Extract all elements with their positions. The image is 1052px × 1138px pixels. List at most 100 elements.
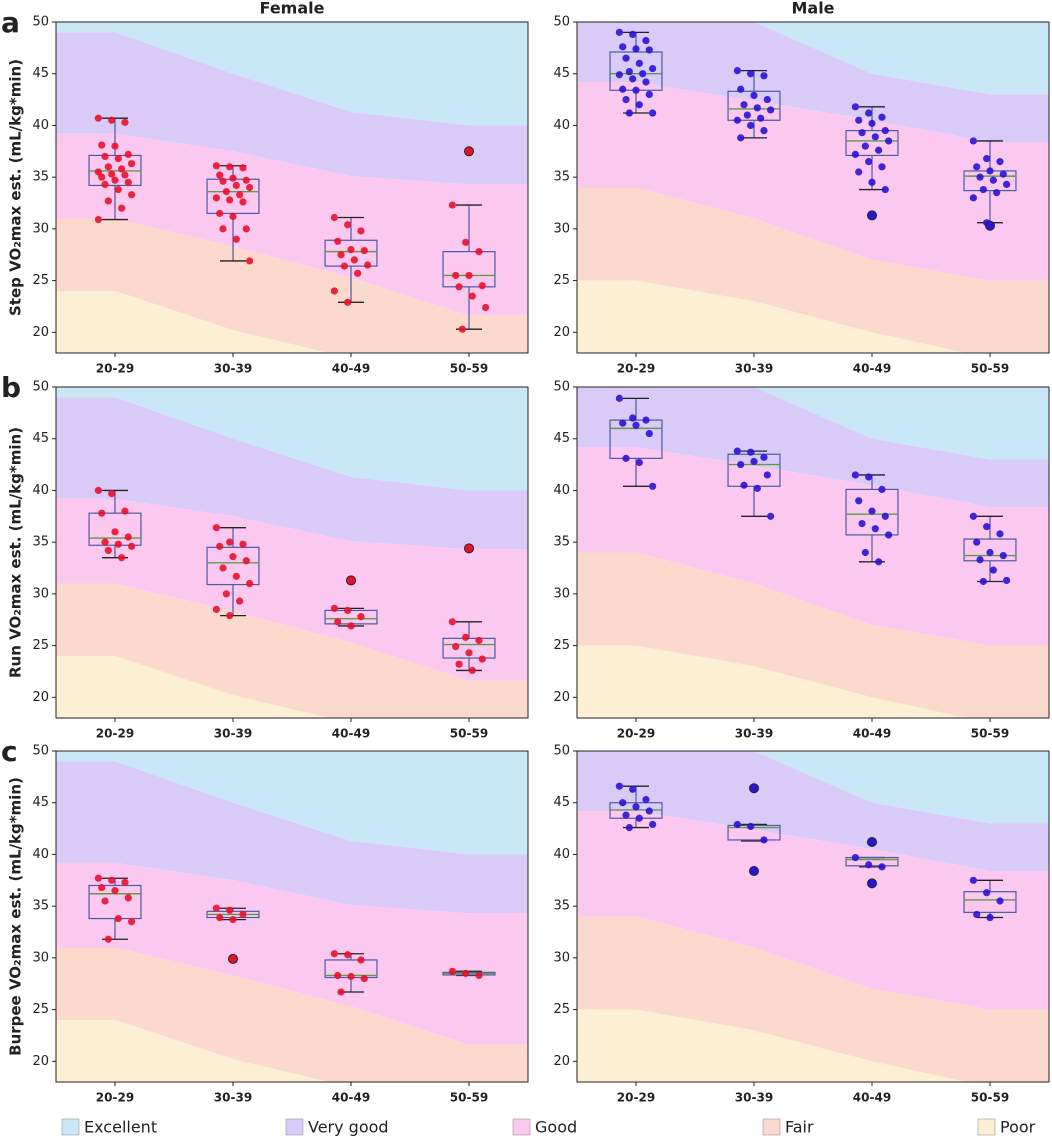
- y-tick-label: 30: [553, 950, 570, 965]
- x-tick-label: 50-59: [450, 1091, 488, 1105]
- legend-label: Fair: [785, 1118, 814, 1137]
- data-point: [885, 531, 893, 539]
- data-point: [94, 114, 102, 122]
- box: [727, 453, 781, 487]
- data-point: [94, 486, 102, 495]
- y-tick-label: 40: [553, 483, 570, 498]
- y-tick-label: 45: [32, 431, 49, 446]
- data-point: [986, 913, 994, 922]
- data-point: [645, 807, 653, 815]
- plot-frame: [576, 386, 1050, 719]
- data-point: [737, 85, 745, 93]
- data-point: [649, 482, 657, 490]
- data-point: [619, 43, 627, 51]
- data-point: [878, 113, 886, 121]
- data-point: [619, 85, 627, 93]
- legend-swatch: [762, 1118, 781, 1136]
- data-point: [226, 538, 234, 546]
- data-point: [219, 564, 227, 572]
- data-point: [986, 167, 994, 175]
- x-tick-label: 20-29: [617, 727, 655, 741]
- data-point: [121, 118, 129, 126]
- zone-area: [577, 22, 1049, 142]
- data-point: [364, 261, 372, 269]
- zone-area: [56, 32, 528, 185]
- y-tick-label: 50: [32, 380, 49, 395]
- data-point: [347, 245, 355, 254]
- data-point: [976, 173, 984, 181]
- data-point: [615, 28, 623, 36]
- data-point: [452, 643, 460, 651]
- data-point: [871, 525, 879, 533]
- y-tick-label: 40: [32, 847, 49, 862]
- data-point: [121, 507, 129, 515]
- y-tick-label: 40: [32, 118, 49, 133]
- data-point: [478, 655, 486, 663]
- plot: [577, 751, 1049, 1082]
- y-tick-label: 30: [32, 950, 49, 965]
- x-tick-label: 20-29: [96, 1091, 134, 1105]
- data-point: [104, 935, 112, 943]
- data-point: [448, 967, 456, 975]
- y-tick-label: 35: [32, 170, 49, 185]
- data-point: [229, 212, 237, 221]
- data-point: [619, 419, 627, 427]
- data-point: [212, 162, 220, 170]
- data-point: [216, 171, 224, 179]
- data-point: [747, 70, 755, 78]
- data-point: [118, 165, 126, 173]
- x-tick-label: 40-49: [332, 362, 370, 376]
- data-point: [635, 101, 643, 109]
- outlier: [228, 953, 238, 964]
- y-tick-label: 40: [32, 483, 49, 498]
- data-point: [462, 633, 470, 641]
- zone-area: [577, 187, 1049, 353]
- y-tick-label: 30: [553, 586, 570, 601]
- data-point: [760, 72, 768, 80]
- data-point: [878, 485, 886, 494]
- x-tick-label: 50-59: [971, 362, 1009, 376]
- data-point: [996, 897, 1004, 905]
- box: [324, 239, 378, 267]
- data-point: [993, 189, 1001, 197]
- data-point: [114, 185, 122, 194]
- data-point: [246, 183, 254, 192]
- x-tick-label: 20-29: [617, 362, 655, 376]
- data-point: [868, 119, 876, 127]
- data-point: [760, 836, 768, 844]
- outlier: [464, 146, 474, 157]
- y-tick-label: 50: [553, 15, 570, 30]
- data-point: [347, 972, 355, 981]
- y-tick-label: 25: [32, 1002, 49, 1017]
- data-point: [475, 636, 483, 645]
- data-point: [969, 876, 977, 884]
- data-point: [98, 141, 106, 149]
- data-point: [649, 820, 657, 829]
- data-point: [212, 524, 220, 532]
- data-point: [875, 146, 883, 154]
- data-point: [128, 542, 136, 550]
- zone-area: [56, 1019, 330, 1082]
- x-tick-label: 40-49: [853, 727, 891, 741]
- data-point: [330, 287, 338, 295]
- data-point: [740, 481, 748, 489]
- data-point: [969, 137, 977, 145]
- legend-label: Very good: [308, 1118, 389, 1137]
- y-tick-label: 20: [32, 1054, 49, 1069]
- data-point: [121, 878, 129, 886]
- data-point: [622, 54, 630, 62]
- x-tick-label: 40-49: [853, 1091, 891, 1105]
- y-tick-label: 30: [32, 586, 49, 601]
- data-point: [219, 225, 227, 233]
- y-axis-label: Step VO₂max est. (mL/kg*min): [7, 59, 25, 316]
- y-tick-label: 25: [32, 273, 49, 288]
- x-tick-label: 30-39: [735, 727, 773, 741]
- y-tick-label: 45: [32, 795, 49, 810]
- legend-label: Excellent: [84, 1118, 157, 1137]
- data-point: [468, 292, 476, 300]
- y-tick-label: 20: [32, 690, 49, 705]
- zone-area: [56, 290, 330, 353]
- data-point: [983, 889, 991, 897]
- data-point: [881, 127, 889, 135]
- data-point: [458, 325, 466, 333]
